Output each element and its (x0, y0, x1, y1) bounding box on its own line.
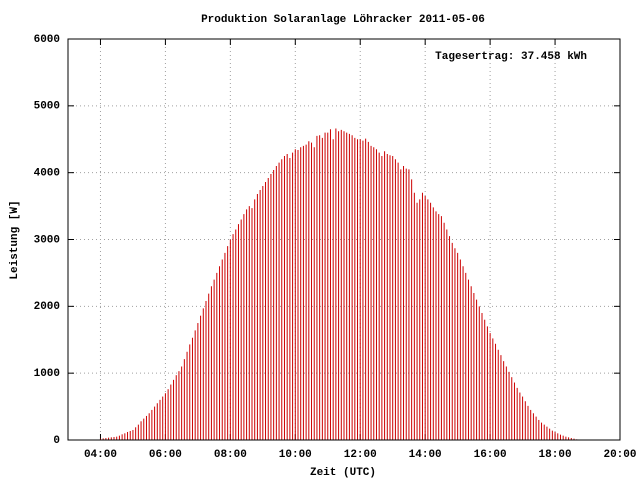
x-tick-label: 12:00 (344, 449, 377, 461)
y-axis-label: Leistung [W] (9, 200, 21, 279)
plot-border (67, 38, 621, 441)
x-tick-label: 08:00 (214, 449, 247, 461)
x-tick-label: 10:00 (279, 449, 312, 461)
x-tick-label: 14:00 (409, 449, 442, 461)
x-tick-label: 06:00 (149, 449, 182, 461)
y-tick-label: 1000 (34, 368, 60, 380)
y-tick-label: 0 (53, 435, 60, 447)
x-tick-label: 04:00 (84, 449, 117, 461)
x-tick-label: 20:00 (603, 449, 636, 461)
y-tick-label: 6000 (34, 34, 60, 46)
annotation: Tagesertrag: 37.458 kWh (435, 51, 587, 63)
x-tick-label: 16:00 (474, 449, 507, 461)
x-axis-label: Zeit (UTC) (310, 467, 376, 479)
chart-title: Produktion Solaranlage Löhracker 2011-05… (201, 14, 485, 26)
y-tick-label: 2000 (34, 301, 60, 313)
y-tick-label: 5000 (34, 101, 60, 113)
x-tick-label: 18:00 (539, 449, 572, 461)
y-tick-label: 3000 (34, 234, 60, 246)
y-tick-label: 4000 (34, 168, 60, 180)
